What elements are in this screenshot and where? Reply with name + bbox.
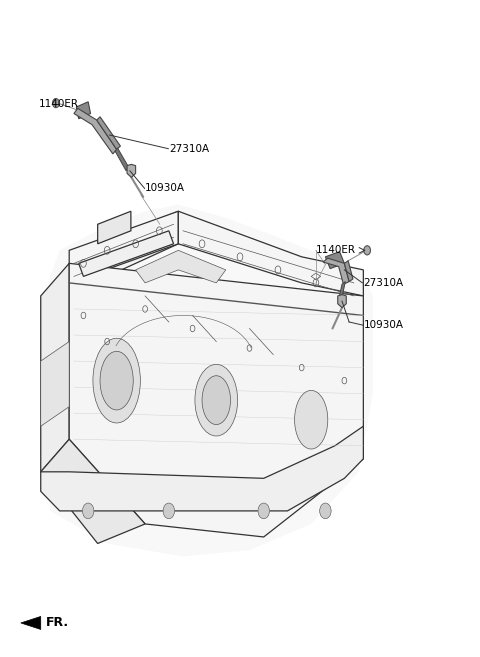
Polygon shape [41, 263, 69, 472]
Polygon shape [127, 164, 136, 177]
Polygon shape [41, 342, 69, 426]
Text: 27310A: 27310A [363, 278, 404, 288]
Polygon shape [76, 102, 91, 119]
Polygon shape [179, 212, 363, 296]
Circle shape [258, 503, 269, 519]
Polygon shape [96, 117, 120, 149]
Text: 10930A: 10930A [363, 320, 403, 330]
Ellipse shape [295, 390, 328, 449]
Text: 1140ER: 1140ER [316, 245, 356, 256]
Polygon shape [41, 205, 373, 556]
Polygon shape [97, 212, 131, 244]
Circle shape [83, 503, 94, 519]
Polygon shape [344, 261, 353, 282]
Polygon shape [325, 252, 344, 269]
Polygon shape [69, 263, 363, 537]
Text: 27310A: 27310A [169, 144, 209, 154]
Polygon shape [323, 258, 349, 284]
Polygon shape [79, 231, 174, 277]
Circle shape [364, 246, 371, 255]
Circle shape [320, 503, 331, 519]
Polygon shape [136, 250, 226, 283]
Ellipse shape [202, 376, 230, 424]
Polygon shape [338, 294, 346, 307]
Text: 10930A: 10930A [145, 183, 185, 193]
Ellipse shape [93, 338, 140, 423]
Polygon shape [69, 212, 179, 283]
Text: 1140ER: 1140ER [38, 99, 78, 109]
Circle shape [163, 503, 175, 519]
Polygon shape [69, 212, 183, 283]
Polygon shape [41, 426, 363, 511]
Ellipse shape [100, 351, 133, 410]
Circle shape [53, 99, 59, 108]
Polygon shape [41, 440, 145, 543]
Polygon shape [115, 148, 129, 171]
Polygon shape [339, 282, 345, 300]
Text: FR.: FR. [46, 616, 69, 629]
Polygon shape [74, 108, 117, 154]
Polygon shape [21, 616, 41, 629]
Ellipse shape [195, 365, 238, 436]
